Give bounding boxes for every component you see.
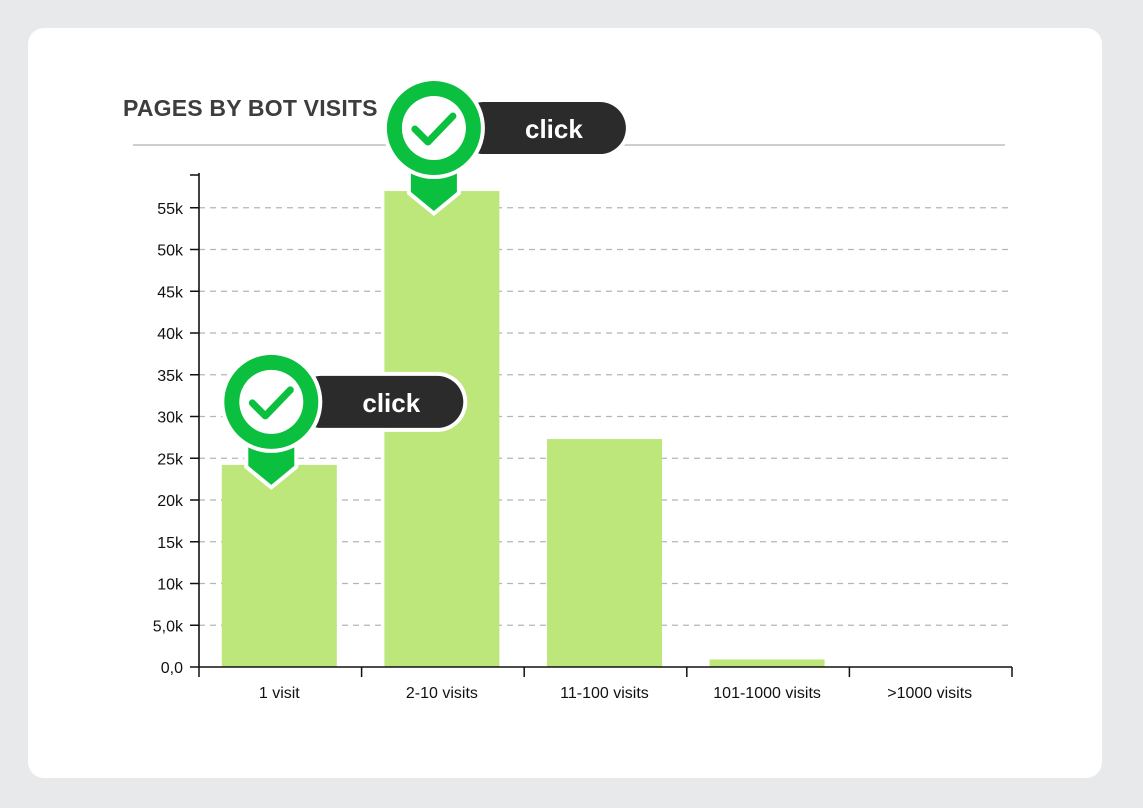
marker-pill — [295, 375, 464, 428]
pin-center — [239, 369, 304, 434]
y-tick-label: 55k — [157, 201, 184, 218]
y-tick-label: 45k — [157, 284, 184, 301]
click-marker[interactable]: click — [220, 350, 468, 490]
y-tick-label: 10k — [157, 577, 184, 594]
y-tick-label: 35k — [157, 368, 184, 385]
y-tick-label: 40k — [157, 326, 184, 343]
bar-3[interactable] — [547, 439, 662, 667]
y-tick-label: 30k — [157, 410, 184, 427]
x-tick-label: 11-100 visits — [560, 685, 649, 702]
chart-header: PAGES BY BOT VISITS — [123, 92, 430, 124]
y-tick-label: 5,0k — [153, 618, 184, 635]
x-tick-label: 1 visit — [259, 685, 300, 702]
marker-pill — [457, 102, 626, 155]
x-tick-label: 2-10 visits — [406, 685, 478, 702]
y-tick-label: 20k — [157, 493, 184, 510]
checkmark-icon — [411, 112, 457, 146]
y-tick-label: 15k — [157, 535, 184, 552]
x-tick-label: >1000 visits — [887, 685, 972, 702]
bar-4[interactable] — [709, 659, 825, 667]
click-marker[interactable]: click — [382, 77, 630, 217]
bar-1[interactable] — [221, 464, 337, 667]
chart-title: PAGES BY BOT VISITS — [123, 94, 378, 121]
y-tick-label: 0,0 — [161, 660, 183, 677]
y-tick-label: 25k — [157, 451, 184, 468]
marker-label: click — [362, 388, 420, 418]
y-tick-label: 50k — [157, 243, 184, 260]
marker-label: click — [525, 114, 583, 144]
pin-center — [401, 96, 466, 161]
checkmark-icon — [248, 386, 294, 420]
x-tick-label: 101-1000 visits — [713, 685, 821, 702]
